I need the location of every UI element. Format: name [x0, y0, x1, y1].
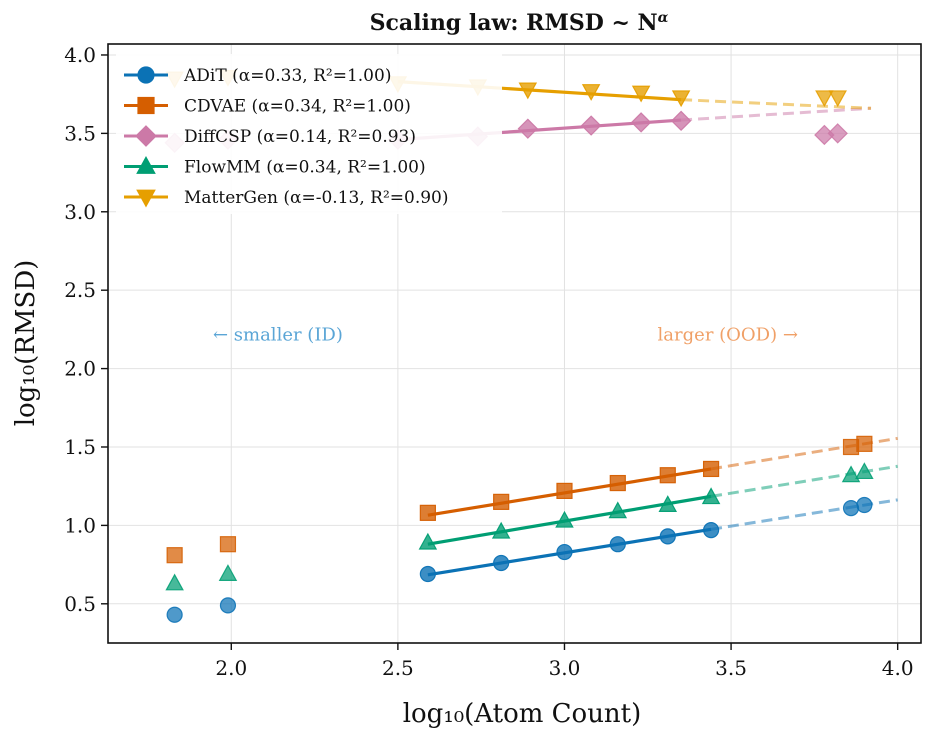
legend-background — [116, 54, 502, 214]
mattergen-point — [671, 90, 691, 108]
diffcsp-legend-marker — [135, 125, 157, 147]
y-tick-label: 2.5 — [64, 278, 96, 302]
diffcsp-point — [827, 123, 848, 144]
x-tick-label: 4.0 — [882, 656, 914, 680]
flowmm-point — [701, 487, 721, 505]
diffcsp-legend-label: DiffCSP (α=0.14, R²=0.93) — [184, 127, 416, 147]
cdvae-point — [219, 536, 237, 553]
flowmm-legend-marker — [136, 156, 156, 174]
chart-title-text: Scaling law: RMSD ~ N — [370, 10, 658, 36]
flowmm-extrapolation-line — [710, 464, 898, 498]
plot-frame — [107, 43, 922, 644]
adit-point — [219, 597, 237, 614]
y-tick-label: 1.0 — [64, 513, 96, 537]
annotation-label: ← smaller (ID) — [213, 324, 343, 345]
mattergen-legend-label: MatterGen (α=-0.13, R²=0.90) — [184, 188, 449, 208]
y-tick-label: 2.0 — [64, 357, 96, 381]
x-tick-label: 3.0 — [549, 656, 581, 680]
flowmm-point — [555, 510, 574, 528]
adit-point — [493, 554, 510, 572]
adit-point — [842, 500, 860, 517]
annotation-label: larger (OOD) → — [658, 324, 798, 345]
cdvae-point — [856, 435, 873, 452]
mattergen-legend-marker — [136, 189, 156, 208]
x-tick-label: 2.0 — [215, 656, 247, 680]
mattergen-point — [828, 90, 847, 108]
mattergen-extrapolation-line — [681, 98, 872, 110]
diffcsp-extrapolation-line — [681, 106, 872, 122]
y-tick-label: 1.5 — [64, 435, 96, 459]
flowmm-point — [608, 501, 628, 519]
adit-point — [609, 536, 626, 553]
flowmm-point — [165, 573, 184, 591]
adit-legend-label: ADiT (α=0.33, R²=1.00) — [183, 66, 391, 86]
chart-title: Scaling law: RMSD ~ Nα — [370, 10, 669, 36]
mattergen-point — [518, 82, 538, 100]
cdvae-point — [659, 467, 676, 484]
flowmm-point — [841, 465, 861, 483]
flowmm-point — [491, 521, 511, 539]
flowmm-point — [855, 462, 874, 480]
cdvae-point — [493, 493, 510, 510]
diffcsp-point — [670, 110, 692, 132]
adit-legend-marker — [137, 66, 155, 84]
axes: 2.0 2.5 3.0 3.5 4.0 0.5 1.0 1.5 2.0 2.5 3.0 3.5 4.0 — [64, 43, 913, 680]
x-axis-label: log₁₀(Atom Count) — [403, 699, 642, 729]
y-tick-label: 3.0 — [64, 200, 96, 224]
y-tick-label: 4.0 — [64, 43, 96, 67]
flowmm-legend-label: FlowMM (α=0.34, R²=1.00) — [184, 158, 426, 178]
adit-point — [556, 543, 573, 561]
adit-point — [419, 565, 436, 583]
cdvae-legend-label: CDVAE (α=0.34, R²=1.00) — [184, 97, 411, 117]
chart-title-superscript: α — [658, 10, 669, 26]
cdvae-point — [609, 474, 626, 492]
y-axis-label: log₁₀(RMSD) — [11, 260, 41, 427]
data-points — [164, 69, 874, 623]
diffcsp-point — [517, 118, 539, 139]
x-tick-label: 3.5 — [715, 656, 747, 680]
flowmm-point — [218, 564, 238, 581]
cdvae-point — [702, 460, 720, 478]
legend: ADiT (α=0.33, R²=1.00) CDVAE (α=0.34, R²=… — [116, 54, 502, 214]
cdvae-point — [419, 504, 436, 521]
mattergen-point — [631, 85, 651, 103]
adit-point — [659, 528, 676, 545]
flowmm-point — [658, 495, 678, 512]
y-tick-label: 3.5 — [64, 121, 96, 145]
cdvae-point — [166, 547, 183, 564]
diffcsp-point — [630, 112, 652, 133]
diffcsp-point — [580, 115, 602, 136]
cdvae-legend-marker — [137, 96, 155, 115]
mattergen-point — [815, 90, 834, 108]
cdvae-point — [556, 482, 573, 499]
adit-point — [856, 496, 873, 514]
x-tick-label: 2.5 — [382, 656, 414, 680]
annotations: ← smaller (ID) larger (OOD) → — [213, 324, 798, 345]
adit-point — [166, 606, 183, 623]
adit-point — [702, 521, 720, 539]
mattergen-point — [581, 84, 601, 101]
flowmm-point — [418, 532, 438, 550]
y-tick-label: 0.5 — [64, 592, 96, 616]
